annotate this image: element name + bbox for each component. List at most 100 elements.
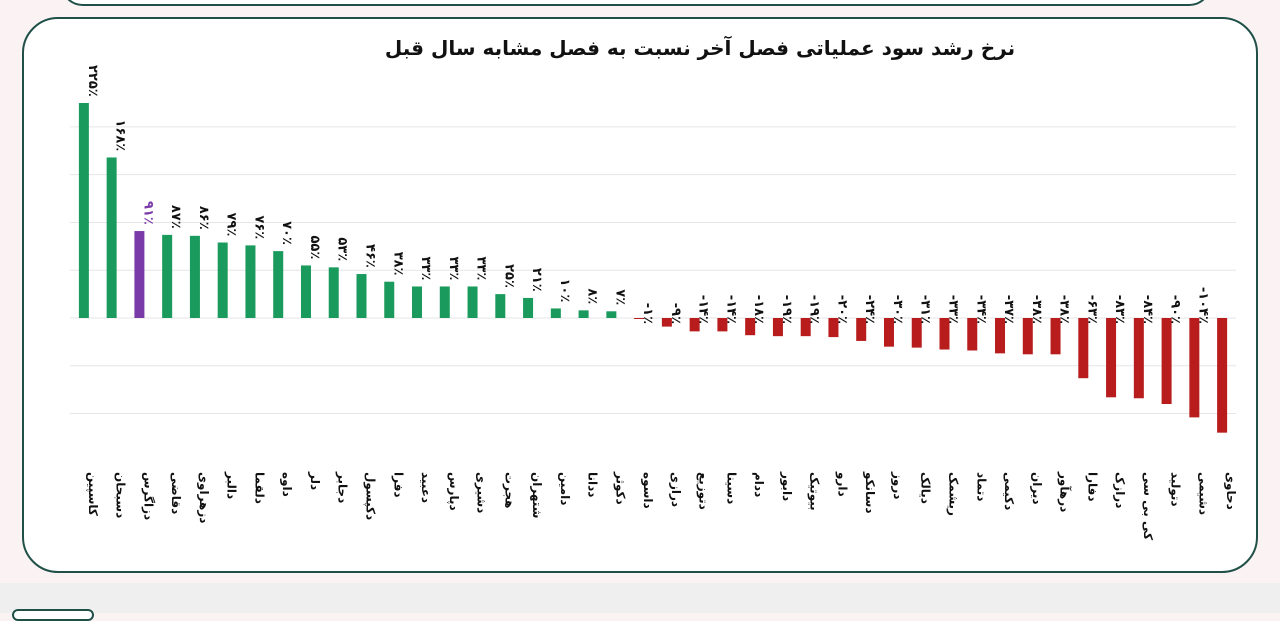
bar	[745, 318, 756, 336]
bar	[523, 297, 534, 318]
bar	[217, 242, 228, 318]
bar	[1106, 318, 1117, 398]
value-label: ۲۱٪	[529, 268, 544, 292]
bar	[1189, 318, 1200, 418]
bar	[495, 294, 506, 318]
category-label: دتوزیع	[696, 472, 711, 510]
value-label: ۷٪	[612, 289, 627, 305]
category-label: دقاضی	[169, 472, 183, 514]
bar	[300, 265, 311, 318]
value-label: ۸۷٪	[168, 205, 183, 229]
bar	[189, 235, 200, 318]
value-label: ۵۳٪	[335, 237, 350, 261]
value-label: -۳۷٪	[1001, 295, 1016, 324]
bar	[911, 318, 922, 348]
grid-lines	[70, 126, 1236, 415]
bar	[134, 231, 145, 318]
bar	[273, 251, 284, 318]
bar	[162, 234, 173, 318]
bar	[995, 318, 1006, 354]
bar	[328, 267, 339, 318]
value-label: -۱۹٪	[807, 295, 822, 324]
value-label: -۸۳٪	[1112, 295, 1127, 324]
value-label: -۹۰٪	[1168, 295, 1183, 324]
bar	[245, 245, 256, 318]
category-label: دتماد	[974, 472, 988, 501]
value-label: -۳۱٪	[918, 295, 933, 324]
bar	[689, 318, 700, 332]
value-label: ۷۰٪	[279, 221, 294, 245]
bar	[1217, 318, 1228, 433]
bar	[78, 103, 89, 318]
value-label: ۲۵٪	[501, 264, 516, 288]
category-label: بیوتیک	[807, 472, 822, 511]
category-label: دسبحان	[114, 472, 128, 518]
bar	[828, 318, 839, 338]
value-label: -۳۴٪	[973, 295, 988, 324]
bar	[384, 281, 395, 318]
bar	[1133, 318, 1144, 399]
category-label: درهآور	[1057, 471, 1073, 512]
bar	[967, 318, 978, 351]
bar	[1161, 318, 1172, 404]
value-label: ۷۹٪	[224, 213, 239, 237]
category-label: دسانکو	[862, 471, 877, 513]
category-label: دلقما	[252, 472, 266, 504]
category-label: دعبید	[419, 472, 433, 503]
bar	[939, 318, 950, 350]
category-label: دامین	[558, 472, 572, 505]
value-label: -۱۴٪	[696, 295, 711, 324]
bar	[606, 311, 617, 318]
bar	[661, 318, 672, 327]
value-label: ۷۶٪	[251, 215, 266, 239]
category-label: دجابر	[336, 471, 350, 503]
page-footer-band	[0, 583, 1280, 613]
value-label: ۹۱٪	[140, 201, 155, 225]
value-label: ۴۶٪	[363, 244, 378, 268]
value-label: ۵۵٪	[307, 235, 322, 259]
value-label: -۱۰۴٪	[1195, 287, 1210, 324]
value-label: ۳۳٪	[474, 256, 489, 280]
value-label: ۲۲۵٪	[85, 65, 100, 97]
bar	[439, 286, 450, 318]
category-label: ددانا	[586, 472, 600, 497]
category-label: هجرت	[502, 472, 516, 509]
value-label: -۲۰٪	[834, 295, 849, 324]
category-label: کاسپین	[86, 472, 100, 516]
chart-title: نرخ رشد سود عملیاتی فصل آخر نسبت به فصل …	[384, 36, 1016, 60]
category-label: دیران	[1030, 472, 1044, 504]
category-label: کی بی سی	[1141, 472, 1155, 540]
value-label: -۳۳٪	[946, 295, 961, 324]
category-label: ددام	[751, 472, 766, 497]
bar	[1078, 318, 1089, 379]
value-label: -۲۴٪	[862, 295, 877, 324]
value-label: ۸٪	[585, 288, 600, 304]
category-label: درازک	[1113, 472, 1127, 508]
bar	[717, 318, 728, 332]
value-label: -۱۸٪	[751, 295, 766, 324]
category-label: دکپسول	[363, 472, 378, 520]
value-label: -۸۴٪	[1140, 295, 1155, 324]
value-label: ۳۳٪	[418, 256, 433, 280]
bar	[883, 318, 894, 347]
bar	[1050, 318, 1061, 355]
bar	[1022, 318, 1033, 355]
bar	[856, 318, 867, 341]
category-label: شتهران	[530, 472, 544, 518]
category-labels: کاسپین دسبحان دزاگرس دقاضی دزهراوی دالبر دلقما…	[86, 471, 1238, 540]
category-label: دکوثر	[612, 471, 627, 505]
bar	[772, 318, 783, 337]
category-label: دابور	[779, 471, 794, 501]
value-label: -۳۰٪	[890, 295, 905, 324]
category-label: داوه	[279, 472, 294, 497]
category-label: ریشمک	[947, 472, 961, 516]
category-label: دپارس	[447, 472, 461, 511]
bar	[356, 274, 367, 318]
value-label: -۳۸٪	[1057, 295, 1072, 324]
category-label: دحاوی	[1223, 472, 1238, 510]
value-labels: ۲۲۵٪ ۱۶۸٪ ۹۱٪ ۸۷٪ ۸۶٪ ۷۹٪ ۷۶٪ ۷۰٪ ۵۵٪ ۵۳٪ ۴۶٪ ۳۸٪ ۳۳…	[85, 65, 1210, 324]
value-label: ۱۰٪	[557, 278, 572, 302]
value-label: -۱۴٪	[723, 295, 738, 324]
bar	[412, 286, 423, 318]
bar	[467, 286, 478, 318]
